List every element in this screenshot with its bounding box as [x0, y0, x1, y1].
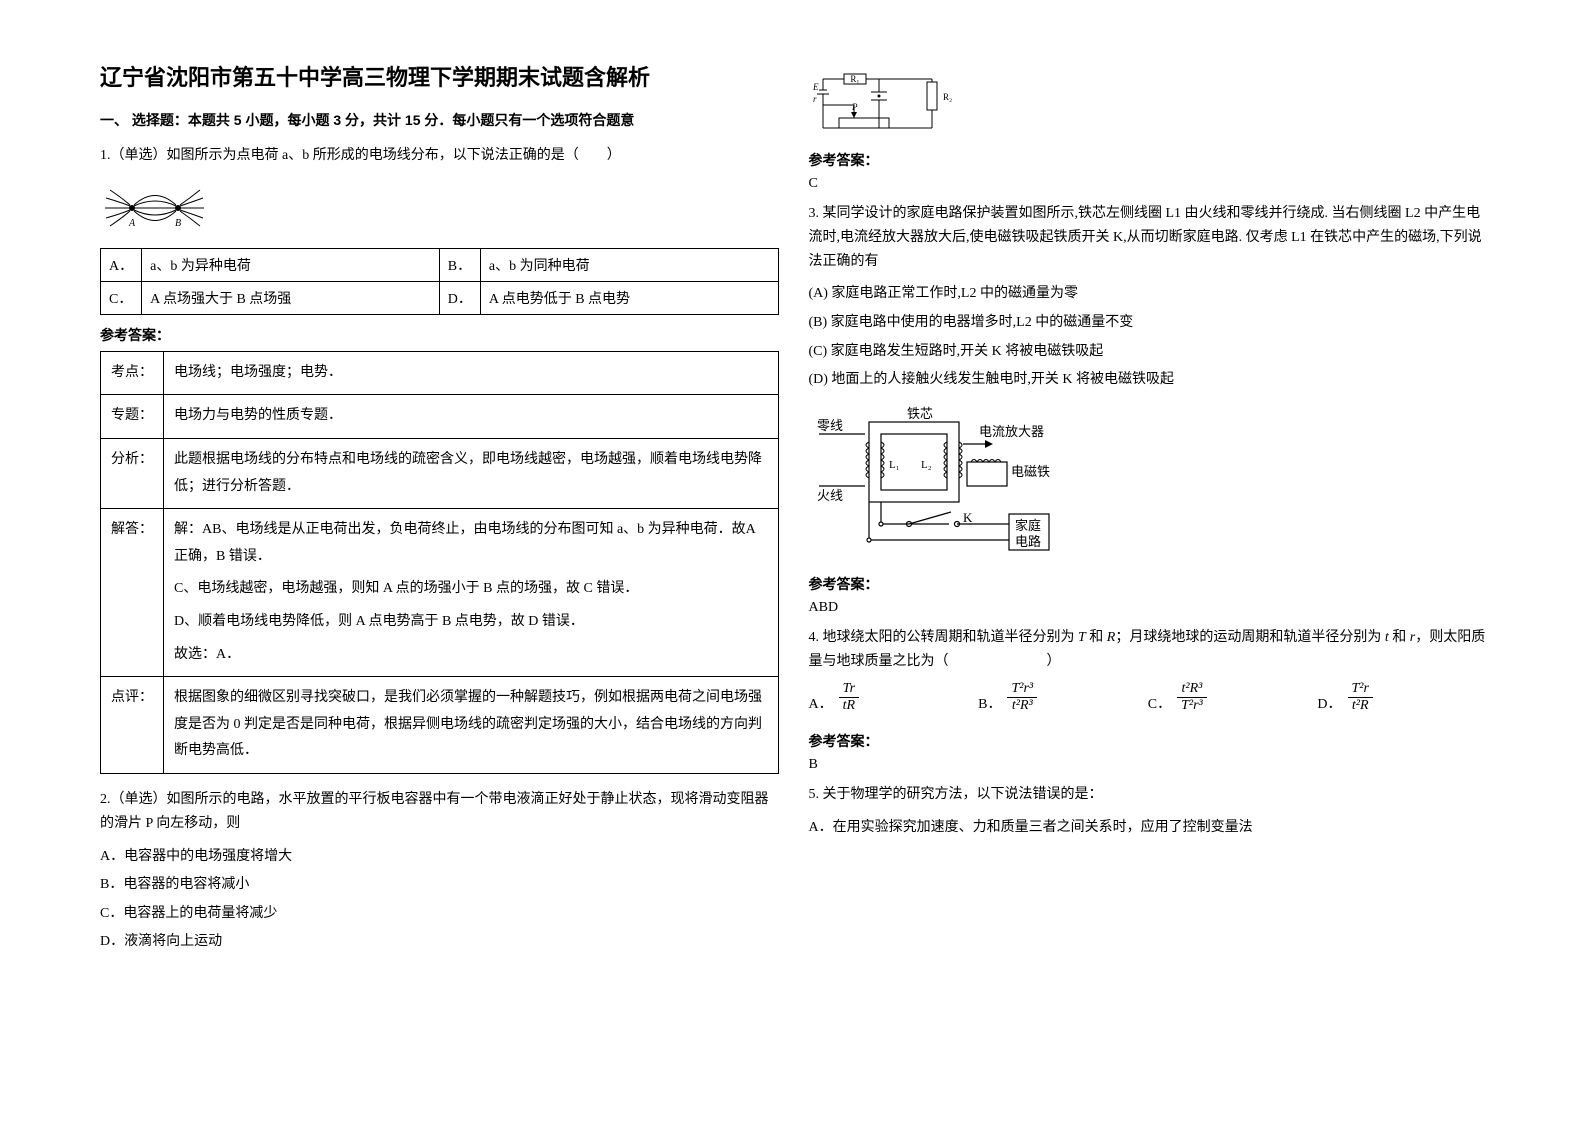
svg-text:L₁: L₁ [889, 459, 900, 471]
svg-text:电路: 电路 [1015, 534, 1041, 549]
fraction-a: Tr tR [839, 681, 859, 713]
svg-text:L₂: L₂ [921, 459, 932, 471]
q2-opt-c: C．电容器上的电荷量将减少 [100, 901, 779, 928]
question-5: 5. 关于物理学的研究方法，以下说法错误的是： A．在用实验探究加速度、力和质量… [809, 783, 1488, 841]
q2-answer-label: 参考答案： [809, 150, 1488, 170]
q2-circuit-diagram: R₁ R₂ E r [809, 70, 1488, 140]
svg-text:A: A [128, 218, 136, 229]
q4-options-row: A． Tr tR B． T²r³ t²R³ C． t²R³ T²r³ [809, 681, 1488, 713]
q4-answer: B [809, 757, 1488, 773]
question-4: 4. 地球绕太阳的公转周期和轨道半径分别为 T 和 R；月球绕地球的运动周期和轨… [809, 626, 1488, 773]
q1-options-table: A． a、b 为异种电荷 B． a、b 为同种电荷 C． A 点场强大于 B 点… [100, 248, 779, 315]
q1-opt-d: A 点电势低于 B 点电势 [480, 281, 778, 314]
q2-answer: C [809, 176, 1488, 192]
svg-text:铁芯: 铁芯 [907, 406, 933, 421]
fenxi-text: 此题根据电场线的分布特点和电场线的疏密含义，即电场线越密，电场越强，顺着电场线电… [164, 438, 779, 508]
dianping-label: 点评： [101, 677, 164, 774]
right-column: R₁ R₂ E r [809, 60, 1488, 958]
q4-answer-label: 参考答案： [809, 731, 1488, 751]
svg-text:电磁铁: 电磁铁 [1011, 464, 1050, 479]
q4-opt-d: D． T²r t²R [1317, 681, 1487, 713]
jieda-label: 解答： [101, 509, 164, 677]
q1-opt-b: a、b 为同种电荷 [480, 248, 778, 281]
fenxi-label: 分析： [101, 438, 164, 508]
question-2: 2.（单选）如图所示的电路，水平放置的平行板电容器中有一个带电液滴正好处于静止状… [100, 788, 779, 956]
q5-opt-a: A．在用实验探究加速度、力和质量三者之间关系时，应用了控制变量法 [809, 815, 1488, 842]
q3-opt-c: (C) 家庭电路发生短路时,开关 K 将被电磁铁吸起 [809, 339, 1488, 366]
page-title: 辽宁省沈阳市第五十中学高三物理下学期期末试题含解析 [100, 60, 779, 92]
kaodian-text: 电场线；电场强度；电势． [164, 351, 779, 395]
dianping-text: 根据图象的细微区别寻找突破口，是我们必须掌握的一种解题技巧，例如根据两电荷之间电… [164, 677, 779, 774]
q5-text: 5. 关于物理学的研究方法，以下说法错误的是： [809, 783, 1488, 807]
q1-opt-a-letter: A． [101, 248, 142, 281]
jieda-p2: C、电场线越密，电场越强，则知 A 点的场强小于 B 点的场强，故 C 错误． [174, 576, 768, 603]
q3-opt-d: (D) 地面上的人接触火线发生触电时,开关 K 将被电磁铁吸起 [809, 367, 1488, 394]
field-lines-icon: A B [100, 178, 210, 238]
q3-text: 3. 某同学设计的家庭电路保护装置如图所示,铁芯左侧线圈 L1 由火线和零线并行… [809, 202, 1488, 273]
q1-diagram: A B [100, 178, 779, 238]
svg-text:r: r [813, 94, 817, 104]
q4-opt-c: C． t²R³ T²r³ [1148, 681, 1318, 713]
left-column: 辽宁省沈阳市第五十中学高三物理下学期期末试题含解析 一、 选择题：本题共 5 小… [100, 60, 779, 958]
jieda-p3: D、顺着电场线电势降低，则 A 点电势高于 B 点电势，故 D 错误． [174, 609, 768, 636]
jieda-p4: 故选：A． [174, 642, 768, 669]
q2-opt-a: A．电容器中的电场强度将增大 [100, 844, 779, 871]
svg-text:电流放大器: 电流放大器 [979, 424, 1044, 439]
section-heading: 一、 选择题：本题共 5 小题，每小题 3 分，共计 15 分．每小题只有一个选… [100, 110, 779, 130]
q4-opt-b: B． T²r³ t²R³ [978, 681, 1148, 713]
q1-opt-a: a、b 为异种电荷 [142, 248, 440, 281]
q3-opt-a: (A) 家庭电路正常工作时,L2 中的磁通量为零 [809, 281, 1488, 308]
fraction-d: T²r t²R [1348, 681, 1373, 713]
question-3: 3. 某同学设计的家庭电路保护装置如图所示,铁芯左侧线圈 L1 由火线和零线并行… [809, 202, 1488, 616]
q3-opt-b: (B) 家庭电路中使用的电器增多时,L2 中的磁通量不变 [809, 310, 1488, 337]
q2-text: 2.（单选）如图所示的电路，水平放置的平行板电容器中有一个带电液滴正好处于静止状… [100, 788, 779, 836]
protection-device-icon: 铁芯 L₁ [809, 404, 1089, 564]
q2-opt-b: B．电容器的电容将减小 [100, 872, 779, 899]
q1-opt-c: A 点场强大于 B 点场强 [142, 281, 440, 314]
svg-text:火线: 火线 [817, 488, 843, 503]
q3-diagram: 铁芯 L₁ [809, 404, 1488, 564]
q3-answer: ABD [809, 600, 1488, 616]
svg-text:K: K [963, 510, 973, 525]
fraction-b: T²r³ t²R³ [1007, 681, 1037, 713]
q3-answer-label: 参考答案： [809, 574, 1488, 594]
q1-text: 1.（单选）如图所示为点电荷 a、b 所形成的电场线分布，以下说法正确的是（ ） [100, 144, 779, 168]
zhuanti-text: 电场力与电势的性质专题． [164, 395, 779, 439]
circuit-icon: R₁ R₂ E r [809, 70, 959, 140]
fraction-c: t²R³ T²r³ [1177, 681, 1207, 713]
question-1: 1.（单选）如图所示为点电荷 a、b 所形成的电场线分布，以下说法正确的是（ ）… [100, 144, 779, 774]
zhuanti-label: 专题： [101, 395, 164, 439]
q1-opt-d-letter: D． [439, 281, 480, 314]
svg-text:E: E [812, 82, 819, 92]
q4-text: 4. 地球绕太阳的公转周期和轨道半径分别为 T 和 R；月球绕地球的运动周期和轨… [809, 626, 1488, 674]
q1-answer-label: 参考答案： [100, 325, 779, 345]
svg-text:家庭: 家庭 [1015, 518, 1041, 533]
q1-analysis-table: 考点： 电场线；电场强度；电势． 专题： 电场力与电势的性质专题． 分析： 此题… [100, 351, 779, 774]
kaodian-label: 考点： [101, 351, 164, 395]
q1-opt-b-letter: B． [439, 248, 480, 281]
q4-opt-a: A． Tr tR [809, 681, 979, 713]
q2-opt-d: D．液滴将向上运动 [100, 929, 779, 956]
jieda-p1: 解：AB、电场线是从正电荷出发，负电荷终止，由电场线的分布图可知 a、b 为异种… [174, 517, 768, 570]
svg-text:R₁: R₁ [850, 74, 859, 84]
svg-text:R₂: R₂ [943, 92, 952, 102]
svg-text:B: B [175, 218, 181, 229]
q1-opt-c-letter: C． [101, 281, 142, 314]
jieda-cell: 解：AB、电场线是从正电荷出发，负电荷终止，由电场线的分布图可知 a、b 为异种… [164, 509, 779, 677]
svg-text:零线: 零线 [817, 418, 843, 433]
